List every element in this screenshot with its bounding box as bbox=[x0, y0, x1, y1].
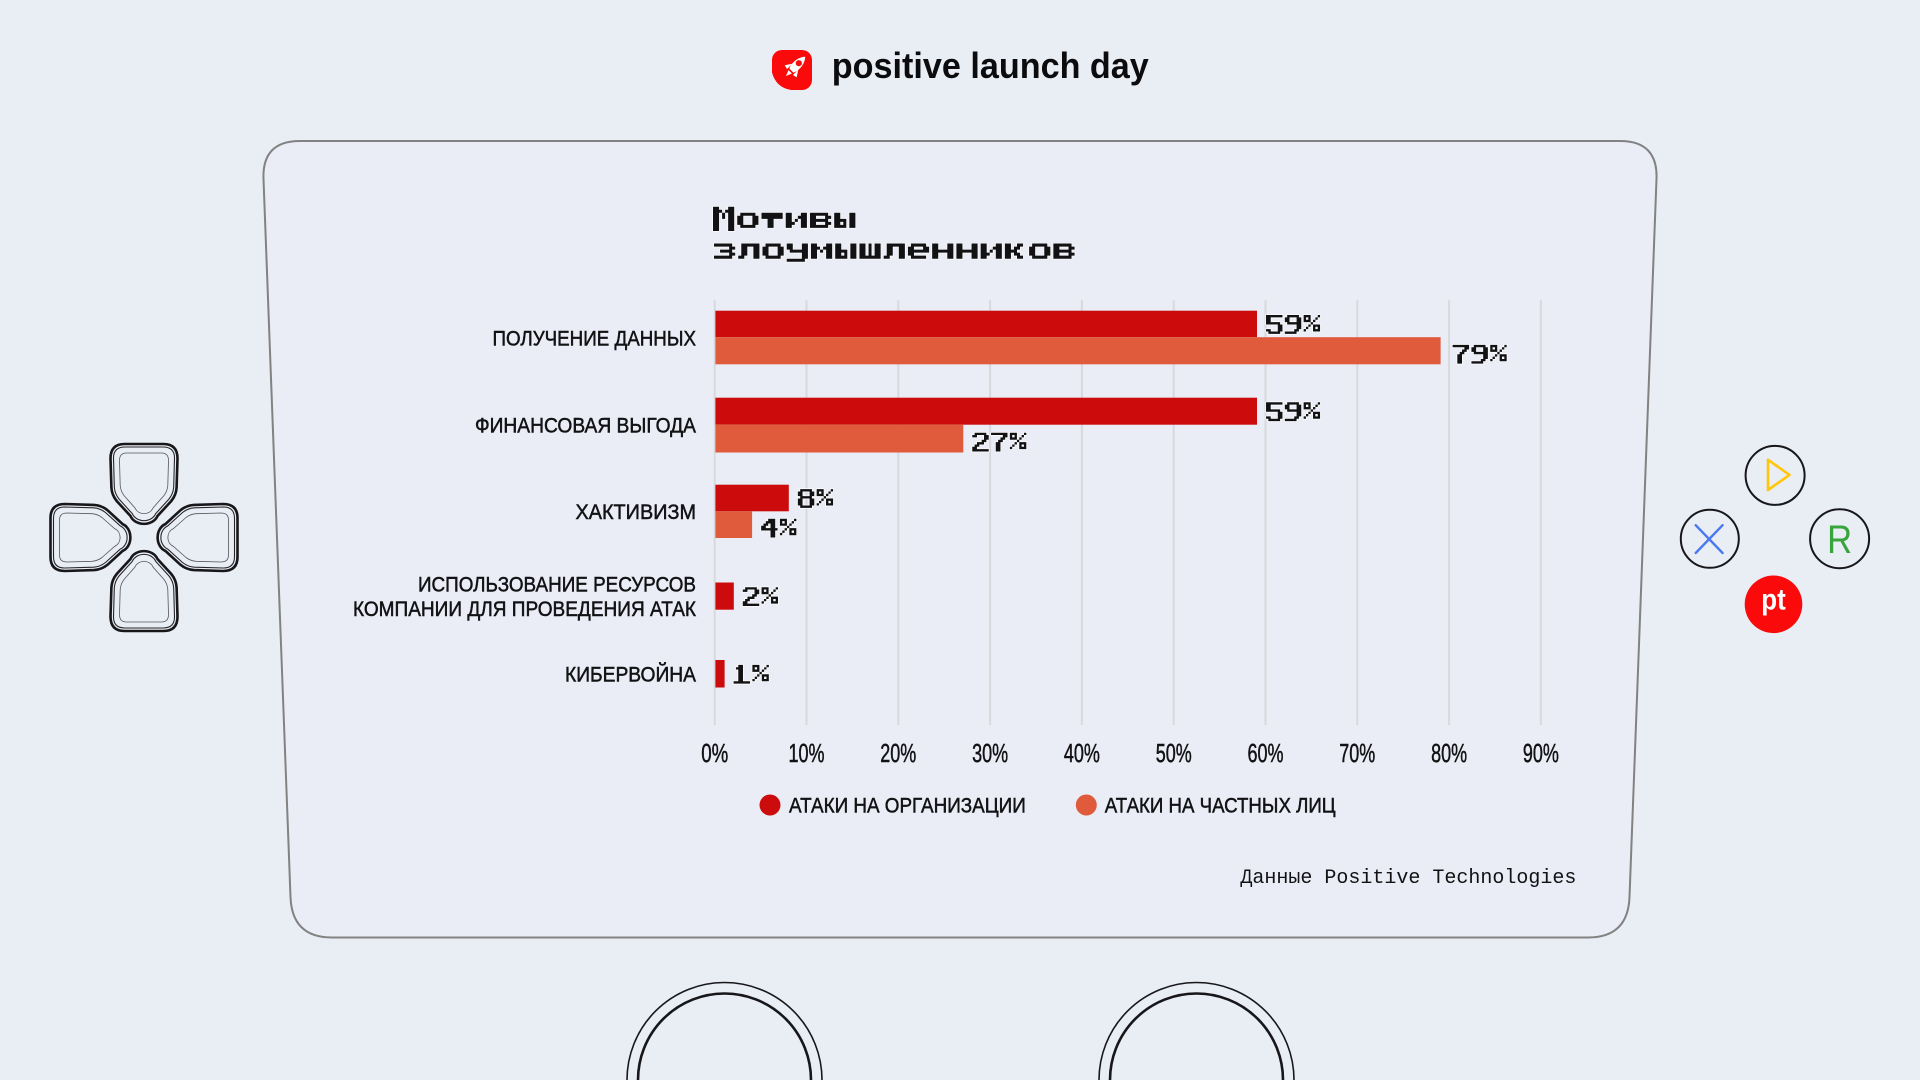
svg-text:АТАКИ НА ОРГАНИЗАЦИИ: АТАКИ НА ОРГАНИЗАЦИИ bbox=[789, 794, 1026, 817]
svg-text:0%: 0% bbox=[701, 738, 728, 768]
svg-text:positive launch day: positive launch day bbox=[832, 45, 1149, 86]
svg-text:50%: 50% bbox=[1156, 738, 1192, 768]
svg-text:ФИНАНСОВАЯ ВЫГОДА: ФИНАНСОВАЯ ВЫГОДА bbox=[475, 414, 696, 437]
svg-text:АТАКИ НА ЧАСТНЫХ ЛИЦ: АТАКИ НА ЧАСТНЫХ ЛИЦ bbox=[1105, 794, 1336, 817]
svg-text:10%: 10% bbox=[789, 738, 825, 768]
svg-text:ПОЛУЧЕНИЕ ДАННЫХ: ПОЛУЧЕНИЕ ДАННЫХ bbox=[493, 327, 697, 350]
svg-text:40%: 40% bbox=[1064, 738, 1100, 768]
svg-text:pt: pt bbox=[1761, 584, 1786, 617]
svg-text:30%: 30% bbox=[972, 738, 1008, 768]
svg-text:КИБЕРВОЙНА: КИБЕРВОЙНА bbox=[565, 662, 696, 686]
svg-text:20%: 20% bbox=[880, 738, 916, 768]
svg-text:80%: 80% bbox=[1431, 738, 1467, 768]
svg-text:ИСПОЛЬЗОВАНИЕ РЕСУРСОВ: ИСПОЛЬЗОВАНИЕ РЕСУРСОВ bbox=[418, 574, 696, 597]
svg-text:ХАКТИВИЗМ: ХАКТИВИЗМ bbox=[576, 501, 697, 524]
svg-text:R: R bbox=[1827, 518, 1852, 562]
svg-text:70%: 70% bbox=[1339, 738, 1375, 768]
svg-text:60%: 60% bbox=[1248, 738, 1284, 768]
svg-text:КОМПАНИИ ДЛЯ ПРОВЕДЕНИЯ АТАК: КОМПАНИИ ДЛЯ ПРОВЕДЕНИЯ АТАК bbox=[353, 598, 697, 621]
svg-text:Данные Positive Technologies: Данные Positive Technologies bbox=[1240, 867, 1576, 890]
svg-text:90%: 90% bbox=[1523, 738, 1559, 768]
